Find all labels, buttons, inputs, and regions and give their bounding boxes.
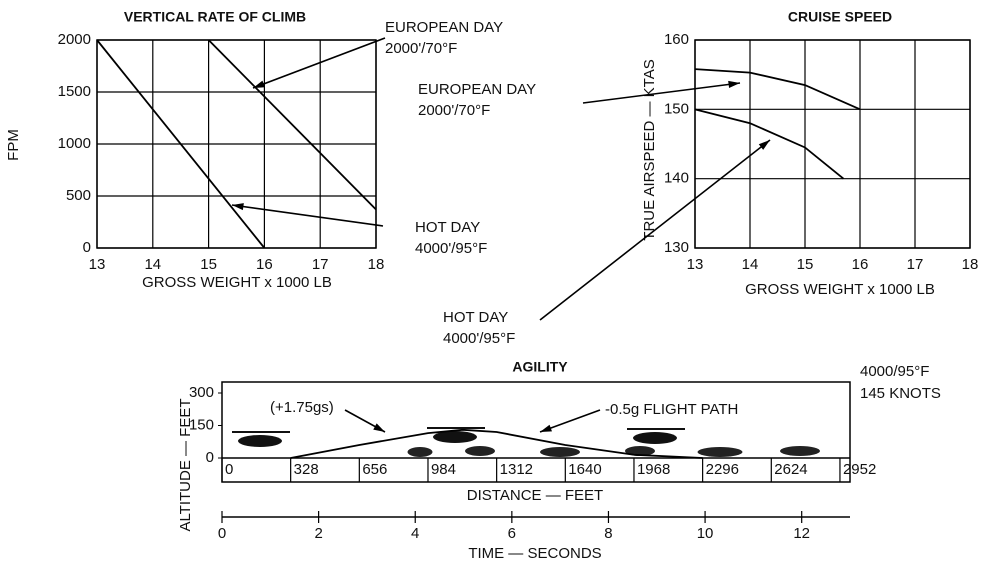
arrow-head	[373, 423, 385, 432]
y-axis-label: FPM	[5, 129, 22, 161]
y-tick-label: 1500	[58, 83, 91, 100]
x-tick-label: 15	[797, 256, 814, 273]
x-tick-label: 656	[362, 461, 387, 478]
terrain	[540, 447, 580, 457]
x-tick-label: 14	[742, 256, 759, 273]
series-condition: 4000'/95°F	[443, 330, 515, 347]
series-condition: 4000'/95°F	[415, 240, 487, 257]
helicopter	[633, 432, 677, 444]
arrow-head	[728, 80, 740, 88]
chart-title: AGILITY	[512, 359, 568, 375]
x-tick-label: 17	[312, 256, 329, 273]
x2-tick-label: 8	[604, 525, 612, 542]
arrow-head	[232, 203, 244, 211]
x-tick-label: 328	[294, 461, 319, 478]
x-tick-label: 2624	[774, 461, 807, 478]
plot-frame	[221, 381, 851, 483]
data-line	[290, 428, 703, 459]
x2-tick-label: 12	[793, 525, 810, 542]
x2-tick-label: 6	[508, 525, 516, 542]
helicopter	[433, 431, 477, 443]
series-label: HOT DAY	[443, 309, 508, 326]
y-tick-label: 150	[189, 416, 214, 433]
y-tick-label: 130	[664, 239, 689, 256]
arrow-head	[253, 80, 265, 88]
terrain	[465, 446, 495, 456]
pointer	[582, 82, 741, 104]
y-tick-label: 500	[66, 187, 91, 204]
chart-title: VERTICAL RATE OF CLIMB	[124, 9, 306, 25]
y-tick-label: 0	[83, 239, 91, 256]
data-line	[694, 108, 845, 180]
series-condition: 2000'/70°F	[385, 40, 457, 57]
y-tick-label: 0	[206, 449, 214, 466]
x-axis-label: DISTANCE — FEET	[467, 487, 603, 504]
x-tick-label: 0	[225, 461, 233, 478]
annotation: (+1.75gs)	[270, 399, 334, 416]
x-tick-label: 14	[144, 256, 161, 273]
annotation: -0.5g FLIGHT PATH	[605, 401, 738, 418]
helicopter	[238, 435, 282, 447]
data-line	[694, 68, 861, 111]
y-tick-label: 140	[664, 170, 689, 187]
x-tick-label: 16	[256, 256, 273, 273]
x-tick-label: 1312	[500, 461, 533, 478]
x2-tick-label: 0	[218, 525, 226, 542]
terrain	[625, 446, 655, 456]
arrow-head	[540, 424, 552, 432]
x-tick-label: 1640	[568, 461, 601, 478]
x-tick-label: 15	[200, 256, 217, 273]
x2-tick-label: 10	[697, 525, 714, 542]
x-tick-label: 2952	[843, 461, 876, 478]
series-label: EUROPEAN DAY	[418, 81, 536, 98]
x2-axis-label: TIME — SECONDS	[468, 545, 601, 562]
annotation: 4000/95°F	[860, 363, 929, 380]
terrain	[780, 446, 820, 456]
y-tick-label: 1000	[58, 135, 91, 152]
series-label: EUROPEAN DAY	[385, 19, 503, 36]
x-tick-label: 13	[687, 256, 704, 273]
y-tick-label: 160	[664, 31, 689, 48]
x-axis-label: GROSS WEIGHT x 1000 LB	[745, 281, 935, 298]
data-line	[96, 39, 266, 249]
y-axis-label: ALTITUDE — FEET	[177, 398, 194, 531]
pointer	[252, 37, 386, 89]
chart-title: CRUISE SPEED	[788, 9, 892, 25]
x-tick-label: 2296	[706, 461, 739, 478]
y-tick-label: 150	[664, 100, 689, 117]
terrain	[407, 447, 433, 457]
x-tick-label: 1968	[637, 461, 670, 478]
series-label: HOT DAY	[415, 219, 480, 236]
y-tick-label: 2000	[58, 31, 91, 48]
pointer	[231, 204, 384, 227]
y-axis-label: TRUE AIRSPEED — KTAS	[641, 59, 658, 240]
x-tick-label: 17	[907, 256, 924, 273]
x-tick-label: 18	[368, 256, 385, 273]
terrain	[697, 447, 743, 457]
x-axis-label: GROSS WEIGHT x 1000 LB	[142, 274, 332, 291]
x2-tick-label: 4	[411, 525, 419, 542]
x-tick-label: 18	[962, 256, 979, 273]
x-tick-label: 16	[852, 256, 869, 273]
data-line	[207, 39, 377, 211]
pointer	[539, 139, 771, 321]
series-condition: 2000'/70°F	[418, 102, 490, 119]
x-tick-label: 13	[89, 256, 106, 273]
arrow-head	[758, 140, 770, 150]
annotation: 145 KNOTS	[860, 385, 941, 402]
x-tick-label: 984	[431, 461, 456, 478]
y-tick-label: 300	[189, 384, 214, 401]
x2-tick-label: 2	[314, 525, 322, 542]
